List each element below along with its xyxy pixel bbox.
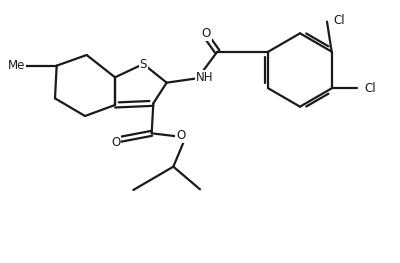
- Text: Cl: Cl: [365, 82, 376, 95]
- Text: O: O: [201, 27, 211, 40]
- Text: O: O: [176, 129, 186, 142]
- Text: S: S: [140, 58, 147, 70]
- Text: NH: NH: [196, 71, 214, 84]
- Text: Me: Me: [8, 59, 25, 72]
- Text: O: O: [111, 135, 120, 149]
- Text: Cl: Cl: [333, 14, 345, 27]
